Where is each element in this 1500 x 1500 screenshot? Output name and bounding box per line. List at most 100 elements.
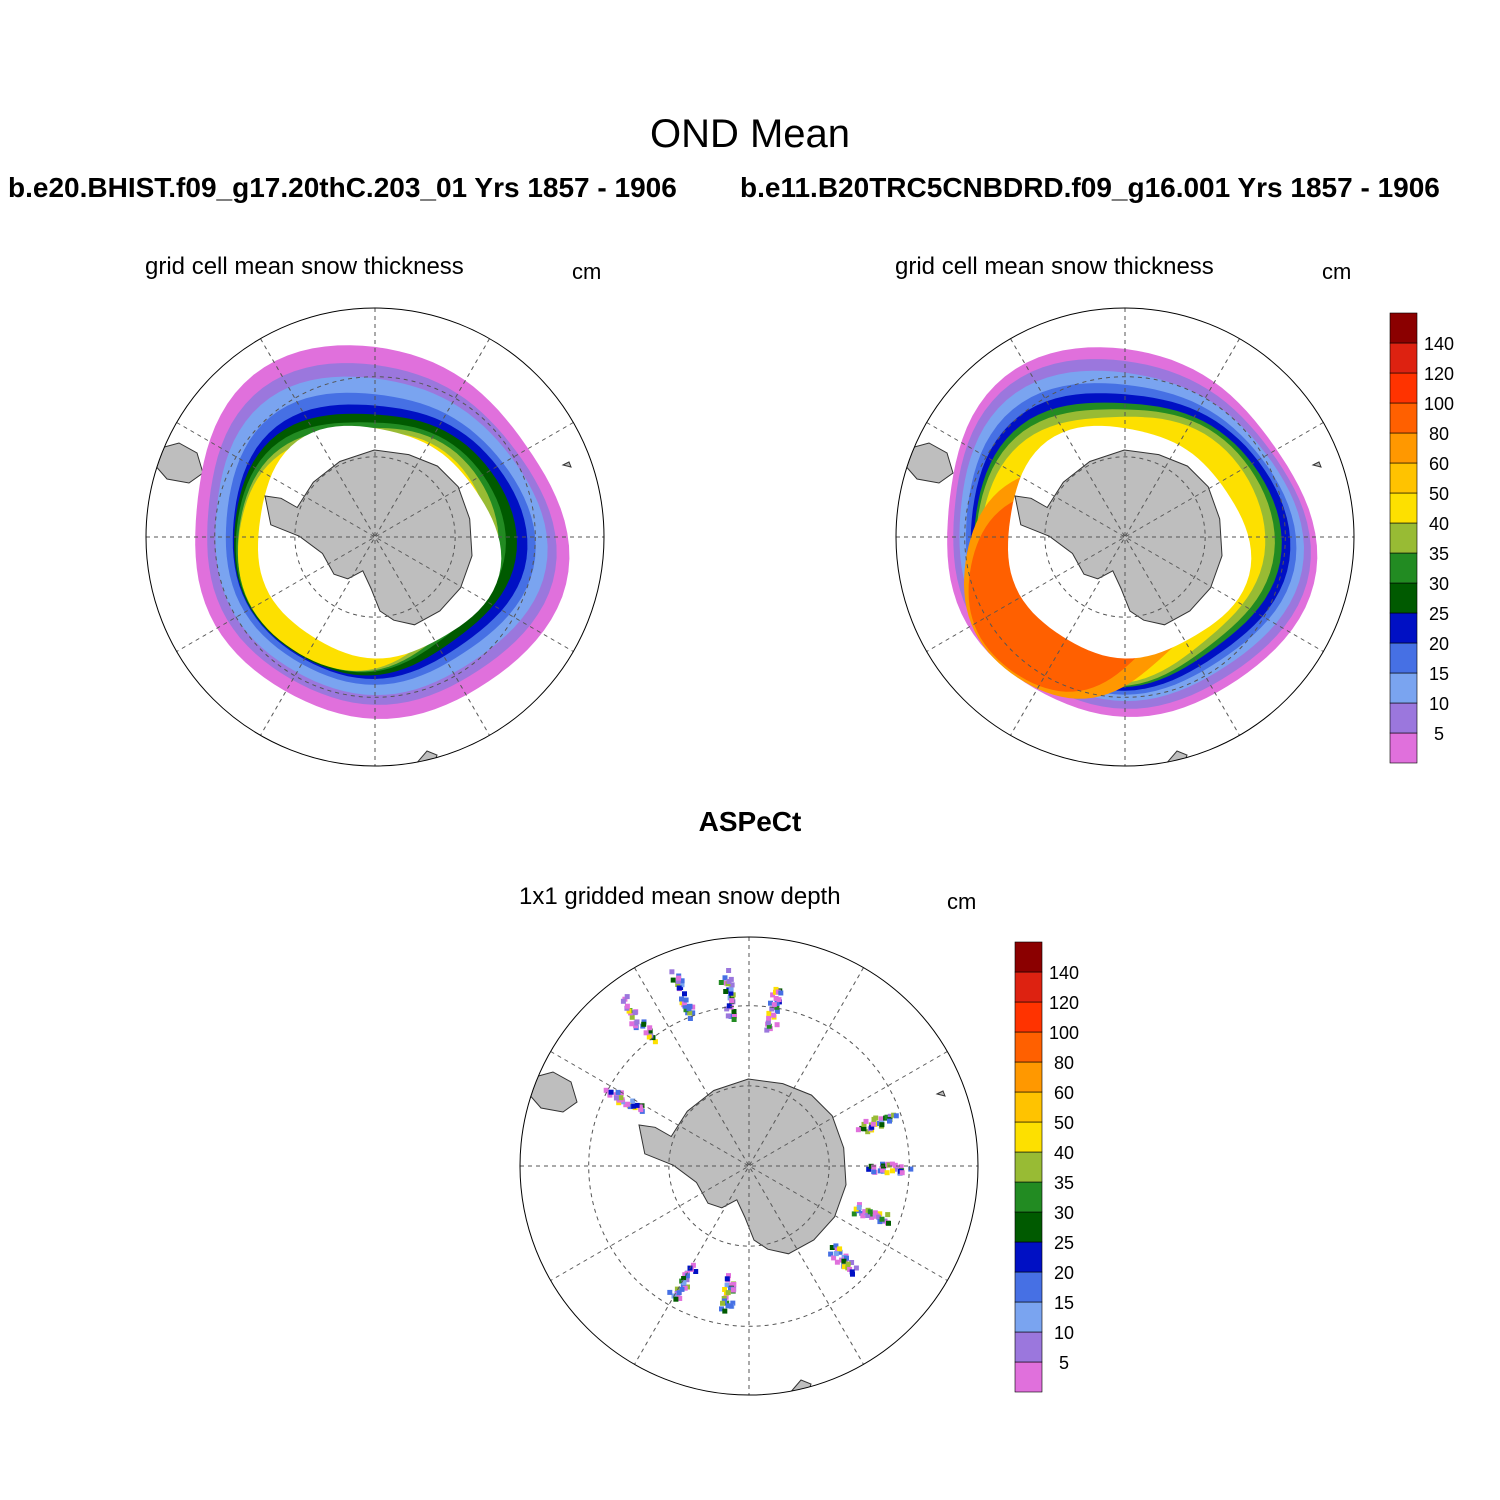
colorbar-box-6: [1014, 1181, 1043, 1213]
land-island-map-left: [561, 461, 572, 468]
obs-cell: [638, 1107, 644, 1113]
obs-cell: [724, 1006, 730, 1012]
map-border-map-obs: [519, 936, 979, 1396]
obs-cell: [860, 1213, 866, 1219]
colorbar-label-80: 80: [1429, 424, 1449, 444]
obs-cell: [844, 1255, 849, 1261]
colorbar-box-2: [1014, 1301, 1043, 1333]
colorbar-label-20: 20: [1429, 634, 1449, 654]
obs-cell: [618, 1095, 624, 1101]
obs-cell: [778, 990, 784, 996]
obs-cell: [728, 1303, 734, 1309]
obs-cell: [682, 1285, 688, 1291]
colorbar-box-8: [1014, 1121, 1043, 1153]
obs-cell: [771, 1012, 777, 1018]
colorbar-box-4: [1389, 612, 1418, 644]
obs-cell: [837, 1249, 843, 1255]
land-island-map-obs: [935, 1090, 946, 1097]
obs-cell: [690, 1004, 696, 1010]
map-content-map-obs: [520, 937, 978, 1395]
obs-cell: [677, 1296, 683, 1301]
obs-cell: [889, 1161, 895, 1167]
obs-cell: [871, 1164, 877, 1170]
colorbar-label-30: 30: [1054, 1203, 1074, 1223]
obs-cell: [773, 989, 778, 995]
colorbar-box-12: [1389, 372, 1418, 404]
colorbar-label-50: 50: [1429, 484, 1449, 504]
obs-cell: [687, 1016, 693, 1021]
left-polar-map: [145, 307, 605, 767]
colorbar-box-8: [1389, 492, 1418, 524]
colorbar-label-120: 120: [1049, 993, 1079, 1013]
obs-cell: [679, 982, 685, 988]
obs-cell: [637, 1104, 643, 1110]
land-antarctica-map-right: [1014, 449, 1223, 626]
obs-cell: [880, 1167, 886, 1173]
colorbar-label-100: 100: [1424, 394, 1454, 414]
obs-cell: [679, 1286, 685, 1292]
obs-panel-unit: cm: [947, 889, 977, 914]
parallel-inner-map-left: [294, 456, 456, 618]
obs-cell: [722, 1287, 728, 1292]
parallel-inner-map-obs: [668, 1085, 830, 1247]
obs-cell: [766, 1023, 772, 1029]
obs-cell: [723, 989, 729, 994]
obs-cell: [629, 1014, 635, 1020]
colorbar-box-9: [1014, 1091, 1043, 1123]
obs-cell: [683, 997, 689, 1003]
colorbar-label-60: 60: [1429, 454, 1449, 474]
colorbar-box-10: [1014, 1061, 1043, 1093]
obs-cell: [728, 986, 734, 992]
obs-cell: [724, 1282, 730, 1288]
obs-cell: [623, 1102, 629, 1108]
obs-cell: [675, 982, 681, 987]
colorbar-box-10: [1389, 432, 1418, 464]
left-case-title: b.e20.BHIST.f09_g17.20thC.203_01 Yrs 185…: [8, 172, 677, 203]
obs-cell: [878, 1116, 884, 1122]
right-panel-subtitle: grid cell mean snow thickness: [895, 253, 1214, 280]
colorbar-label-35: 35: [1429, 544, 1449, 564]
colorbar-box-0: [1014, 1361, 1043, 1393]
obs-cell: [833, 1243, 839, 1249]
colorbar-box-3: [1014, 1271, 1043, 1303]
obs-cell: [682, 1003, 688, 1009]
obs-cell: [681, 1280, 687, 1286]
colorbar-upper: 5 10 15 20 25 30 35 40 50 60 80 100 120 140: [1389, 312, 1454, 764]
obs-cell: [687, 1010, 693, 1016]
obs-cell: [632, 1010, 638, 1016]
obs-cell: [683, 1007, 689, 1013]
obs-cell: [725, 1303, 731, 1309]
obs-cell: [627, 1104, 633, 1110]
colorbar-box-4: [1014, 1241, 1043, 1273]
obs-cell: [652, 1039, 658, 1045]
obs-cell: [726, 1003, 732, 1009]
colorbar-box-7: [1389, 522, 1418, 554]
right-panel-unit: cm: [1322, 259, 1352, 284]
obs-cell: [624, 994, 630, 1000]
colorbar-label-35: 35: [1054, 1173, 1074, 1193]
obs-cell: [728, 990, 734, 996]
colorbar-label-15: 15: [1429, 664, 1449, 684]
colorbar-box-0: [1389, 732, 1418, 764]
obs-cell: [630, 1098, 636, 1104]
parallel-mid-map-left: [214, 376, 536, 698]
colorbar-box-14: [1014, 941, 1043, 973]
obs-cell: [607, 1092, 613, 1098]
obs-cell: [729, 1282, 735, 1288]
obs-cell: [726, 968, 732, 973]
obs-cell: [613, 1095, 619, 1101]
obs-cell: [847, 1266, 853, 1272]
colorbar-label-40: 40: [1429, 514, 1449, 534]
obs-cell: [729, 998, 735, 1004]
obs-cell: [834, 1259, 840, 1265]
obs-cell: [831, 1255, 837, 1261]
parallel-mid-map-right: [964, 376, 1286, 698]
obs-cell: [724, 1276, 730, 1282]
obs-cell: [769, 1006, 775, 1012]
obs-cell: [641, 1021, 647, 1027]
obs-cell: [679, 978, 685, 984]
obs-cell: [681, 1000, 687, 1006]
obs-cell: [633, 1023, 639, 1029]
obs-cell: [773, 986, 779, 992]
